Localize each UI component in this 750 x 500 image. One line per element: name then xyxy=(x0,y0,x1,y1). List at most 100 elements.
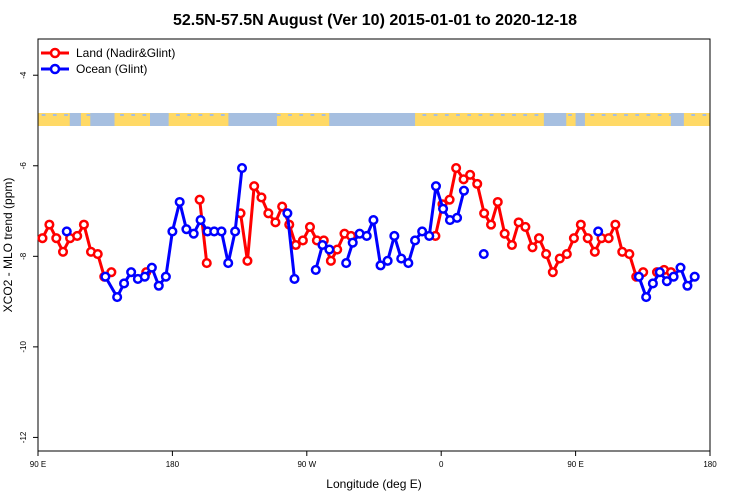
data-point-ocean xyxy=(167,226,178,237)
strip-ocean xyxy=(150,113,169,126)
data-point-ocean xyxy=(174,196,185,208)
y-tick-label: -10 xyxy=(19,341,28,353)
data-point-ocean xyxy=(236,162,248,174)
data-point-ocean xyxy=(661,276,672,287)
data-point-ocean xyxy=(410,235,421,246)
strip-ocean xyxy=(500,114,505,116)
strip-ocean xyxy=(97,114,102,116)
data-point-land xyxy=(37,233,48,244)
data-point-land xyxy=(78,219,89,230)
strip-ocean xyxy=(41,114,46,116)
strip-ocean xyxy=(545,114,550,116)
data-point-ocean xyxy=(188,228,199,239)
strip-ocean xyxy=(86,114,91,116)
data-point-land xyxy=(51,233,62,244)
data-point-ocean xyxy=(146,262,157,273)
data-point-ocean xyxy=(368,215,379,226)
strip-ocean xyxy=(153,114,158,116)
x-tick-label: 0 xyxy=(439,460,444,469)
strip-ocean xyxy=(668,114,673,116)
strip-ocean xyxy=(265,114,270,116)
chart-title: 52.5N-57.5N August (Ver 10) 2015-01-01 t… xyxy=(173,12,577,29)
data-point-ocean xyxy=(641,292,652,303)
data-point-ocean xyxy=(282,208,293,219)
data-point-ocean xyxy=(126,267,137,278)
data-point-land xyxy=(451,162,462,174)
data-point-land xyxy=(270,217,281,228)
strip-ocean xyxy=(220,114,225,116)
strip-ocean xyxy=(601,114,606,116)
data-point-land xyxy=(201,258,212,269)
data-point-land xyxy=(499,228,510,239)
data-point-ocean xyxy=(478,249,489,260)
strip-ocean xyxy=(120,114,124,116)
data-point-ocean xyxy=(310,264,321,275)
strip-ocean xyxy=(366,114,371,116)
legend: Land (Nadir&Glint) Ocean (Glint) xyxy=(41,46,175,76)
strip-ocean xyxy=(635,114,640,116)
y-tick-label: -12 xyxy=(19,431,28,443)
strip-ocean xyxy=(702,114,707,116)
series-layer xyxy=(37,162,700,303)
strip-ocean xyxy=(680,114,684,116)
data-point-ocean xyxy=(654,267,665,278)
strip-ocean xyxy=(377,114,382,116)
data-point-land xyxy=(541,249,552,260)
data-point-ocean xyxy=(668,271,679,282)
data-point-land xyxy=(603,233,614,244)
data-point-ocean xyxy=(593,226,604,237)
x-axis-label: Longitude (deg E) xyxy=(326,477,421,491)
x-tick-label: 90 E xyxy=(30,460,46,469)
strip-ocean xyxy=(321,114,326,116)
strip-ocean xyxy=(299,114,304,116)
strip-ocean xyxy=(69,113,81,126)
data-point-ocean xyxy=(289,273,300,285)
strip-ocean xyxy=(64,114,68,116)
data-point-land xyxy=(277,201,288,212)
legend-label-ocean: Ocean (Glint) xyxy=(76,62,147,76)
data-point-land xyxy=(256,192,267,203)
plot-frame xyxy=(37,38,711,452)
data-point-ocean xyxy=(458,185,470,196)
strip-ocean xyxy=(478,114,483,116)
x-tick-label: 180 xyxy=(166,460,180,469)
strip-ocean xyxy=(670,113,684,126)
strip-ocean xyxy=(467,114,472,116)
data-point-land xyxy=(547,267,558,278)
data-point-land xyxy=(533,233,545,244)
data-point-land xyxy=(263,208,274,219)
legend-marker-ocean xyxy=(49,63,61,75)
data-point-land xyxy=(242,255,253,266)
data-point-land xyxy=(582,233,593,244)
strip-ocean xyxy=(590,114,595,116)
data-point-ocean xyxy=(403,258,414,269)
data-point-ocean xyxy=(195,215,206,226)
strip-ocean xyxy=(131,114,136,116)
data-point-land xyxy=(479,208,490,219)
strip-ocean xyxy=(187,114,192,116)
strip-ocean xyxy=(556,114,561,116)
data-point-land xyxy=(444,194,455,205)
strip-ocean xyxy=(534,114,539,116)
data-point-land xyxy=(472,178,483,189)
data-point-ocean xyxy=(112,292,123,303)
strip-ocean xyxy=(657,114,662,116)
data-point-ocean xyxy=(452,212,463,223)
strip-ocean xyxy=(411,114,416,116)
data-point-land xyxy=(44,219,55,230)
data-point-ocean xyxy=(417,226,428,237)
x-tick-label: 180 xyxy=(703,460,717,469)
strip-ocean xyxy=(612,114,617,116)
strip-ocean xyxy=(332,114,337,116)
data-point-land xyxy=(575,219,586,230)
data-point-land xyxy=(297,235,308,246)
strip-ocean xyxy=(310,114,315,116)
data-point-ocean xyxy=(375,260,386,271)
x-tick-label: 90 W xyxy=(297,460,316,469)
data-point-ocean xyxy=(389,230,400,241)
data-point-land xyxy=(325,255,336,266)
y-tick-label: -4 xyxy=(19,71,28,79)
strip-ocean xyxy=(243,114,248,116)
strip-ocean xyxy=(108,114,113,116)
